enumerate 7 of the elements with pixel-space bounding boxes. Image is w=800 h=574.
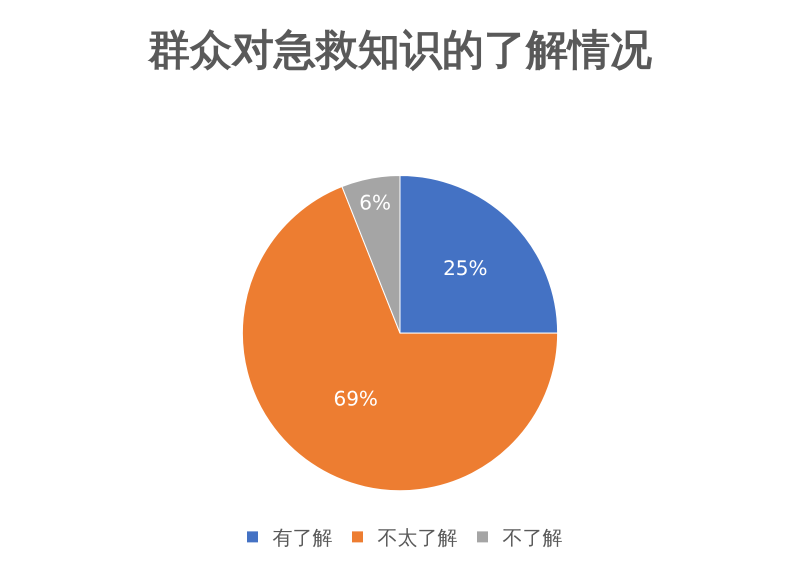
- legend-label: 有了解: [272, 526, 332, 550]
- data-label: 69%: [333, 386, 378, 410]
- legend-label: 不了解: [502, 526, 562, 550]
- data-label: 25%: [443, 256, 488, 280]
- legend-label: 不太了解: [378, 526, 458, 550]
- data-label: 6%: [359, 190, 391, 215]
- chart-title: 群众对急救知识的了解情况: [147, 24, 652, 74]
